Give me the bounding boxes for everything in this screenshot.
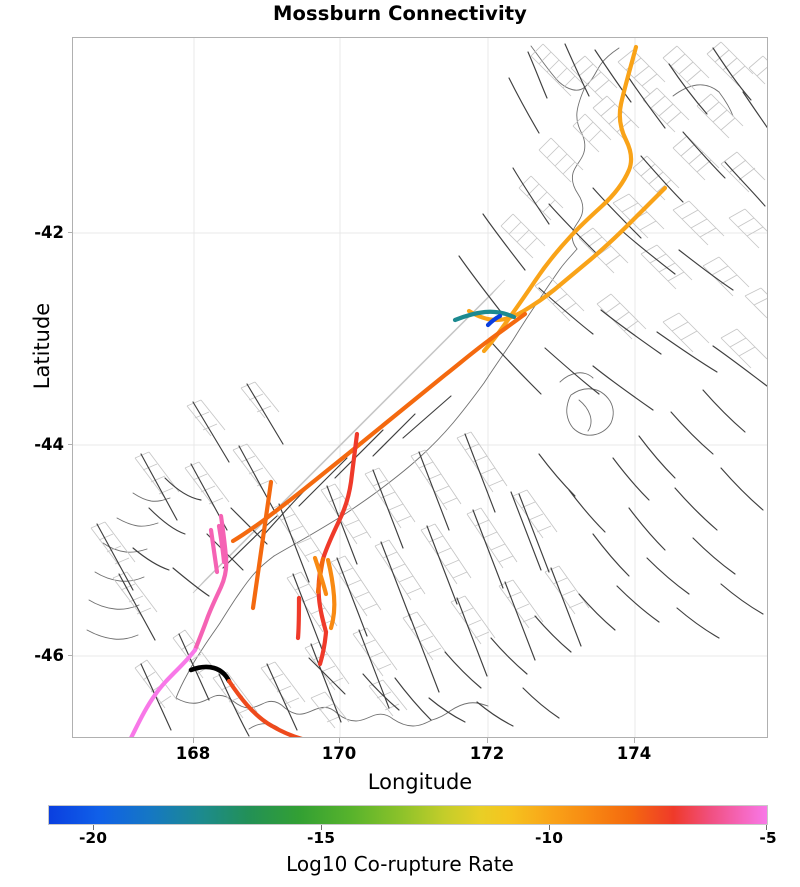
colorbar-tick-1 bbox=[321, 825, 322, 830]
fault-hauroko bbox=[129, 647, 198, 737]
fault-moonlight bbox=[192, 513, 229, 653]
fault-traces bbox=[96, 43, 767, 737]
xtick-label-1: 170 bbox=[321, 744, 357, 763]
fault-pink-splay-1 bbox=[208, 527, 220, 575]
map-axes[interactable] bbox=[72, 37, 768, 738]
gridlines bbox=[73, 38, 767, 737]
colorbar-title: Log10 Co-rupture Rate bbox=[286, 852, 514, 876]
ytick-mark-1 bbox=[68, 444, 73, 446]
xtick-mark-0 bbox=[193, 738, 195, 743]
fault-otago-rangefront-2 bbox=[317, 629, 329, 667]
colorbar-label-3: -5 bbox=[759, 829, 777, 847]
ytick-label-0: -42 bbox=[34, 223, 64, 242]
fault-dunstan bbox=[325, 557, 337, 631]
fault-southland-strand bbox=[226, 678, 303, 737]
fault-canterbury-blind bbox=[485, 313, 503, 328]
fault-pink-splay-2 bbox=[216, 523, 227, 565]
fault-alpine-north bbox=[481, 44, 639, 354]
ytick-label-2: -46 bbox=[34, 646, 64, 665]
fault-otago-coastal bbox=[312, 555, 329, 597]
fault-mossburn-source bbox=[188, 664, 232, 684]
corupture-coloured-faults bbox=[129, 44, 668, 737]
colorbar-label-2: -10 bbox=[534, 829, 563, 847]
xtick-mark-1 bbox=[339, 738, 341, 743]
fault-nevis-cardrona bbox=[316, 431, 360, 635]
colorbar-label-1: -15 bbox=[306, 829, 335, 847]
fault-old-man bbox=[295, 595, 302, 641]
xtick-mark-3 bbox=[634, 738, 636, 743]
colorbar-tick-0 bbox=[93, 825, 94, 830]
page-title: Mossburn Connectivity bbox=[273, 2, 527, 25]
ytick-mark-2 bbox=[68, 655, 73, 657]
colorbar-tick-3 bbox=[766, 825, 767, 830]
xtick-label-0: 168 bbox=[175, 744, 211, 763]
fault-porters-pass bbox=[452, 309, 517, 323]
x-axis-label: Longitude bbox=[367, 770, 473, 794]
ytick-mark-0 bbox=[68, 232, 73, 234]
ytick-label-1: -44 bbox=[34, 435, 64, 454]
colorbar-label-0: -20 bbox=[78, 829, 107, 847]
fault-otago-rangefront-1 bbox=[250, 479, 274, 611]
colorbar[interactable] bbox=[48, 805, 768, 825]
xtick-mark-2 bbox=[487, 738, 489, 743]
xtick-label-2: 172 bbox=[469, 744, 505, 763]
xtick-label-3: 174 bbox=[616, 744, 652, 763]
colorbar-tick-2 bbox=[549, 825, 550, 830]
y-axis-label: Latitude bbox=[30, 302, 54, 390]
map-canvas bbox=[73, 38, 767, 737]
fault-marlborough-splay bbox=[519, 185, 668, 315]
